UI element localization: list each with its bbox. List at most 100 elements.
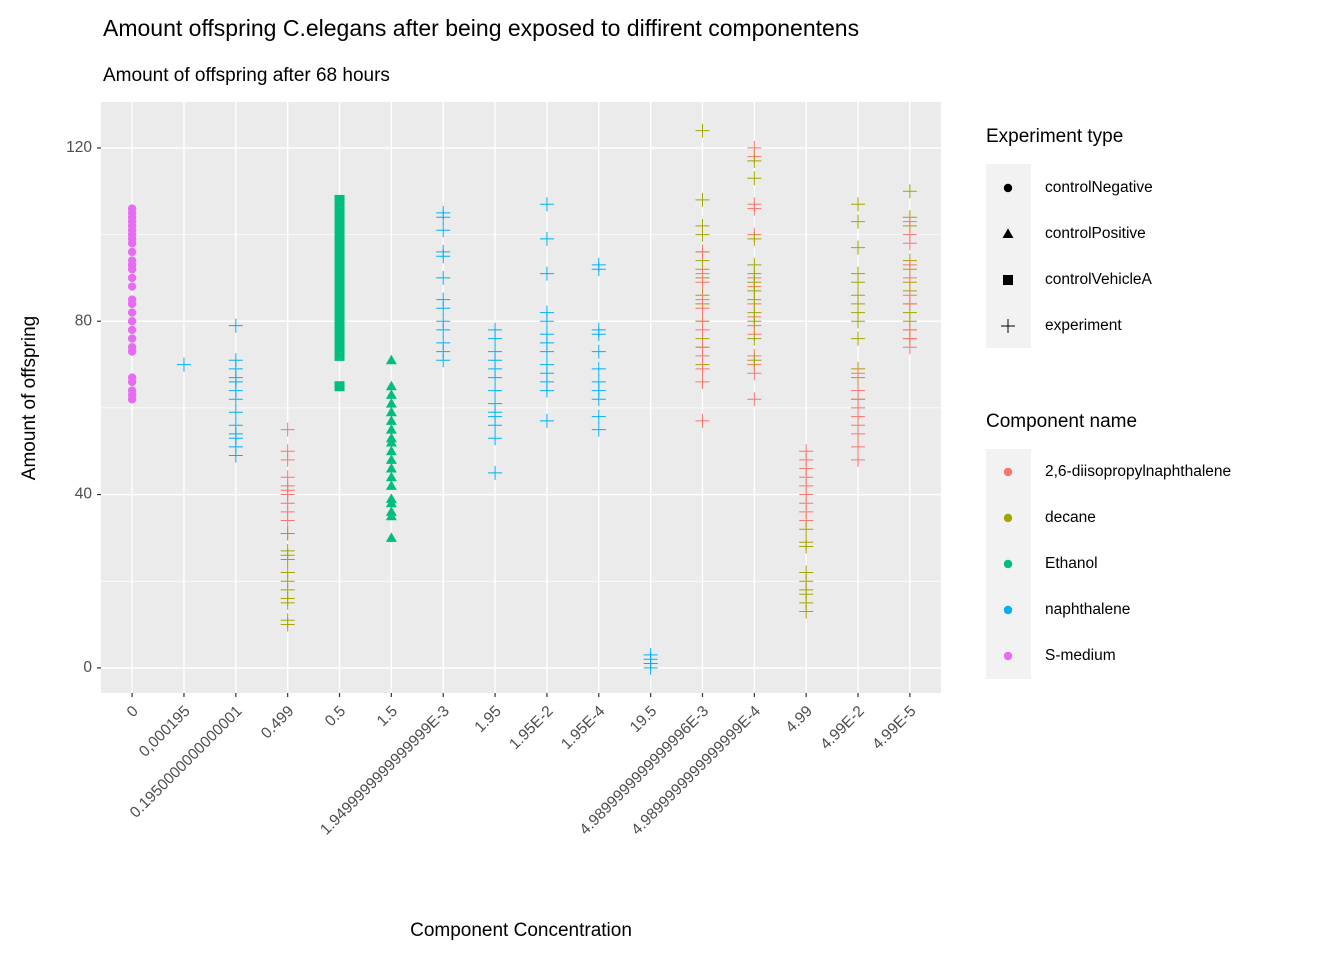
point [902, 184, 917, 199]
point [851, 452, 866, 467]
point [902, 236, 917, 251]
x-tick-label: 4.99 [783, 703, 816, 736]
point [851, 240, 866, 255]
point [799, 522, 814, 537]
point [127, 204, 137, 213]
point [334, 324, 345, 335]
panel [101, 102, 941, 693]
point [385, 480, 397, 490]
point [747, 392, 762, 407]
x-tick-label: 1.95E-4 [558, 702, 609, 753]
point [488, 331, 503, 346]
point [591, 409, 606, 424]
point [385, 445, 397, 456]
point [747, 314, 762, 329]
point [851, 439, 866, 454]
point [127, 325, 137, 335]
point [436, 353, 451, 368]
point [539, 413, 554, 428]
point [334, 220, 345, 231]
point [385, 415, 397, 425]
point [280, 552, 295, 567]
y-axis-label: Amount of offspring [19, 316, 40, 480]
point [643, 660, 658, 675]
legend-key-bg [986, 164, 1031, 348]
point [747, 366, 762, 381]
point [334, 194, 345, 205]
legend-label: controlVehicleA [1045, 271, 1153, 288]
point [539, 231, 554, 246]
point [334, 333, 345, 344]
point [591, 262, 606, 277]
x-tick-label: 1.5 [374, 703, 401, 730]
point [695, 192, 710, 207]
y-tick-label: 40 [75, 486, 93, 503]
point [385, 389, 397, 399]
legend-label: S-medium [1045, 647, 1116, 664]
point [488, 465, 503, 480]
chart-subtitle: Amount of offspring after 68 hours [103, 65, 390, 86]
point [176, 357, 191, 372]
point [334, 238, 345, 249]
point [591, 392, 606, 407]
point [334, 281, 345, 292]
x-tick-label: 19.5 [627, 703, 660, 736]
point [280, 452, 295, 467]
point [539, 197, 554, 212]
legend-title: Experiment type [986, 126, 1123, 147]
point [127, 334, 137, 343]
legend-key [1002, 228, 1014, 238]
point [851, 366, 866, 381]
point [488, 370, 503, 385]
point [385, 463, 397, 473]
point [851, 197, 866, 212]
y-tick-label: 80 [75, 312, 93, 329]
point [280, 422, 295, 437]
point [747, 292, 762, 307]
point [334, 272, 345, 283]
point [127, 273, 137, 283]
point [436, 301, 451, 316]
point [334, 264, 345, 275]
point [127, 386, 137, 395]
x-tick-label: 1.95 [471, 703, 504, 736]
point [385, 497, 397, 508]
point [436, 223, 451, 238]
point [334, 203, 345, 214]
point [127, 317, 137, 326]
point [539, 383, 554, 398]
point [902, 257, 917, 272]
point [127, 308, 137, 317]
x-tick-label: 0 [124, 702, 142, 720]
point [127, 247, 137, 257]
point [127, 343, 137, 352]
legend-label: decane [1045, 509, 1096, 526]
x-tick-label: 4.99E-5 [869, 703, 919, 753]
point [902, 270, 917, 285]
legend-key [1003, 651, 1013, 661]
x-tick-label: 0.499 [258, 703, 297, 742]
point [851, 426, 866, 441]
y-tick-label: 120 [66, 139, 92, 156]
point [385, 380, 397, 391]
point [385, 532, 397, 542]
legend-key [1003, 513, 1013, 523]
legend-label: controlNegative [1045, 179, 1153, 196]
point [385, 437, 397, 447]
point [695, 227, 710, 242]
point [436, 249, 451, 264]
point [228, 392, 243, 407]
legend-key [1003, 467, 1013, 477]
point [695, 322, 710, 337]
point [851, 331, 866, 346]
point [127, 282, 137, 291]
point [385, 424, 397, 434]
point [334, 212, 345, 223]
legend-title: Component name [986, 411, 1137, 432]
legend-label: 2,6-diisopropylnaphthalene [1045, 463, 1231, 480]
point [334, 307, 345, 318]
point [747, 201, 762, 216]
point [851, 214, 866, 229]
legend-key [1003, 183, 1013, 193]
